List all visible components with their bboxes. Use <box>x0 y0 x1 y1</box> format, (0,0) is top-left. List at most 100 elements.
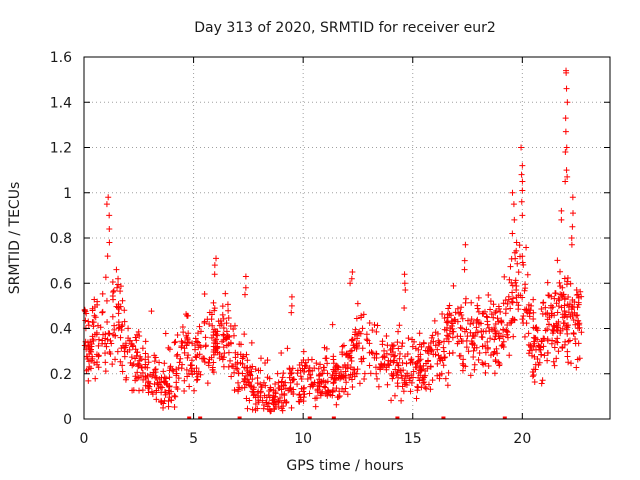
data-point <box>290 376 297 383</box>
data-point <box>564 353 571 360</box>
data-point <box>244 367 251 374</box>
data-point <box>311 365 318 372</box>
data-point <box>234 359 241 366</box>
data-point <box>243 372 250 379</box>
data-point <box>333 385 340 392</box>
data-point <box>308 381 315 388</box>
data-point <box>539 310 546 317</box>
data-point <box>167 364 174 371</box>
data-point <box>566 301 573 308</box>
data-point <box>510 333 517 340</box>
data-point <box>297 396 304 403</box>
data-point <box>538 380 545 387</box>
data-point <box>533 325 540 332</box>
data-point <box>539 377 546 384</box>
data-point <box>558 207 565 214</box>
data-point <box>414 360 421 367</box>
data-point <box>152 374 159 381</box>
data-point <box>170 368 177 375</box>
data-point <box>373 350 380 357</box>
data-point <box>81 307 88 314</box>
data-point <box>349 337 356 344</box>
data-point <box>166 346 173 353</box>
data-point <box>494 350 501 357</box>
data-point <box>349 371 356 378</box>
data-point <box>244 376 251 383</box>
data-point <box>492 328 499 335</box>
data-point <box>492 356 499 363</box>
y-tick-label: 1.4 <box>50 95 72 111</box>
data-point <box>417 367 424 374</box>
data-point <box>145 353 152 360</box>
data-point <box>225 307 232 314</box>
data-point <box>462 295 469 302</box>
data-point <box>555 348 562 355</box>
data-point <box>384 381 391 388</box>
data-point <box>565 309 572 316</box>
x-axis-label: GPS time / hours <box>286 458 403 474</box>
data-point <box>287 370 294 377</box>
data-point <box>306 390 313 397</box>
data-point <box>148 308 155 315</box>
data-point <box>119 362 126 369</box>
data-point <box>485 324 492 331</box>
data-point <box>562 128 569 135</box>
data-point <box>519 162 526 169</box>
data-point <box>112 332 119 339</box>
data-point <box>366 320 373 327</box>
y-axis-label: SRMTID / TECUs <box>7 182 23 295</box>
data-point <box>192 335 199 342</box>
data-point <box>204 380 211 387</box>
data-point <box>482 349 489 356</box>
data-point <box>247 383 254 390</box>
data-point <box>519 212 526 219</box>
data-point <box>313 394 320 401</box>
data-point <box>118 345 125 352</box>
data-point <box>415 346 422 353</box>
data-point <box>511 317 518 324</box>
data-point <box>527 307 534 314</box>
data-point <box>106 349 113 356</box>
data-point <box>383 333 390 340</box>
ticks-layer: 0 5 10 15 20 0 0.2 0.4 0.6 0.8 1 1.2 1.4 1.6 <box>50 50 610 447</box>
data-point <box>422 347 429 354</box>
data-point <box>250 389 257 396</box>
data-points-layer <box>81 67 585 415</box>
data-point <box>535 342 542 349</box>
data-point <box>91 303 98 310</box>
data-point <box>475 294 482 301</box>
data-point <box>336 372 343 379</box>
data-point <box>409 359 416 366</box>
data-point <box>178 342 185 349</box>
data-point <box>150 369 157 376</box>
data-point <box>262 382 269 389</box>
data-point <box>440 338 447 345</box>
data-point <box>441 314 448 321</box>
chart-title: Day 313 of 2020, SRMTID for receiver eur… <box>194 20 496 36</box>
data-point <box>462 241 469 248</box>
y-tick-label: 0.4 <box>50 322 72 338</box>
data-point <box>114 284 121 291</box>
data-point <box>394 339 401 346</box>
data-point <box>487 306 494 313</box>
data-point <box>132 377 139 384</box>
data-point <box>88 340 95 347</box>
data-point <box>445 319 452 326</box>
data-point <box>443 327 450 334</box>
data-point <box>494 315 501 322</box>
data-point <box>467 320 474 327</box>
data-point <box>166 382 173 389</box>
data-point <box>192 346 199 353</box>
data-point <box>266 375 273 382</box>
data-point <box>529 352 536 359</box>
data-point <box>329 389 336 396</box>
data-point <box>423 385 430 392</box>
data-point <box>191 387 198 394</box>
data-point <box>383 350 390 357</box>
data-point <box>551 362 558 369</box>
data-point <box>257 388 264 395</box>
data-point <box>381 347 388 354</box>
data-point <box>534 356 541 363</box>
data-point <box>414 383 421 390</box>
